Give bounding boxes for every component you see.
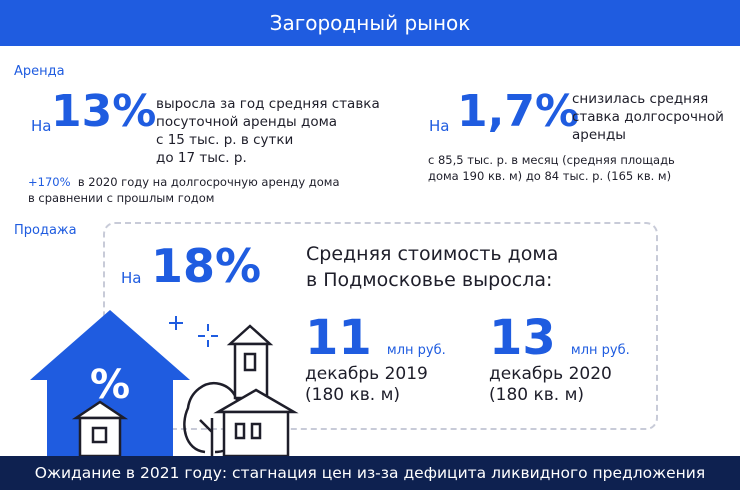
rent-section-label: Аренда [14,64,65,79]
rent-right-line: ставка долгосрочной [572,109,724,125]
rent-left-line: до 17 тыс. р. [156,150,247,166]
figure-area: (180 кв. м) [489,385,585,405]
page-title: Загородный рынок [269,11,471,35]
rent-left-line: с 15 тыс. р. в сутки [156,132,294,148]
page-header: Загородный рынок [0,0,740,46]
rent-left-description: выросла за год средняя ставка посуточной… [156,95,406,167]
rent-right-details: с 85,5 тыс. р. в месяц (средняя площадь … [428,152,733,184]
page-footer: Ожидание в 2021 году: стагнация цен из-з… [0,456,740,490]
percent-symbol: % [90,362,130,408]
rent-right-line: снизилась средняя [572,91,709,107]
footer-text: Ожидание в 2021 году: стагнация цен из-з… [34,464,706,482]
rent-right-line: аренды [572,127,626,143]
rent-right-description: снизилась средняя ставка долгосрочной ар… [572,90,737,144]
figure-unit: млн руб. [570,343,630,358]
rent-left-line: посуточной аренды дома [156,114,338,130]
rent-right-prefix: На [429,117,450,135]
rent-note-value: +170% [28,175,71,189]
rent-left-prefix: На [31,117,52,135]
sparkle-icon [169,316,218,347]
rent-note-text: в сравнении с прошлым годом [28,191,215,205]
figure-value: 11 [305,310,372,366]
sale-headline-line: в Подмосковье выросла: [306,269,553,291]
sale-figure-2019: 11 млн руб. декабрь 2019 (180 кв. м) [305,314,485,406]
figure-area: (180 кв. м) [305,385,401,405]
figure-period: декабрь 2019 [305,364,428,384]
rent-right-detail-line: с 85,5 тыс. р. в месяц (средняя площадь [428,153,675,167]
sale-figure-2020: 13 млн руб. декабрь 2020 (180 кв. м) [489,314,669,406]
figure-unit: млн руб. [386,343,446,358]
figure-value: 13 [489,310,556,366]
house-percent-icon: % [30,310,190,456]
tower-house-icon [213,324,299,456]
rent-left-line: выросла за год средняя ставка [156,96,380,112]
sale-section-label: Продажа [14,223,77,238]
rent-right-detail-line: дома 190 кв. м) до 84 тыс. р. (165 кв. м… [428,169,672,183]
rent-right-value: 1,7% [457,86,580,137]
rent-left-value: 13% [51,86,157,137]
sale-value: 18% [151,239,262,293]
small-house-icon [71,400,129,456]
rent-note: +170% в 2020 году на долгосрочную аренду… [28,174,388,206]
sale-prefix: На [121,269,142,287]
houses-illustration: % [30,310,299,456]
sale-headline-line: Средняя стоимость дома [306,243,559,265]
rent-note-text: в 2020 году на долгосрочную аренду дома [77,175,340,189]
sale-headline: Средняя стоимость дома в Подмосковье выр… [306,241,646,293]
figure-period: декабрь 2020 [489,364,612,384]
